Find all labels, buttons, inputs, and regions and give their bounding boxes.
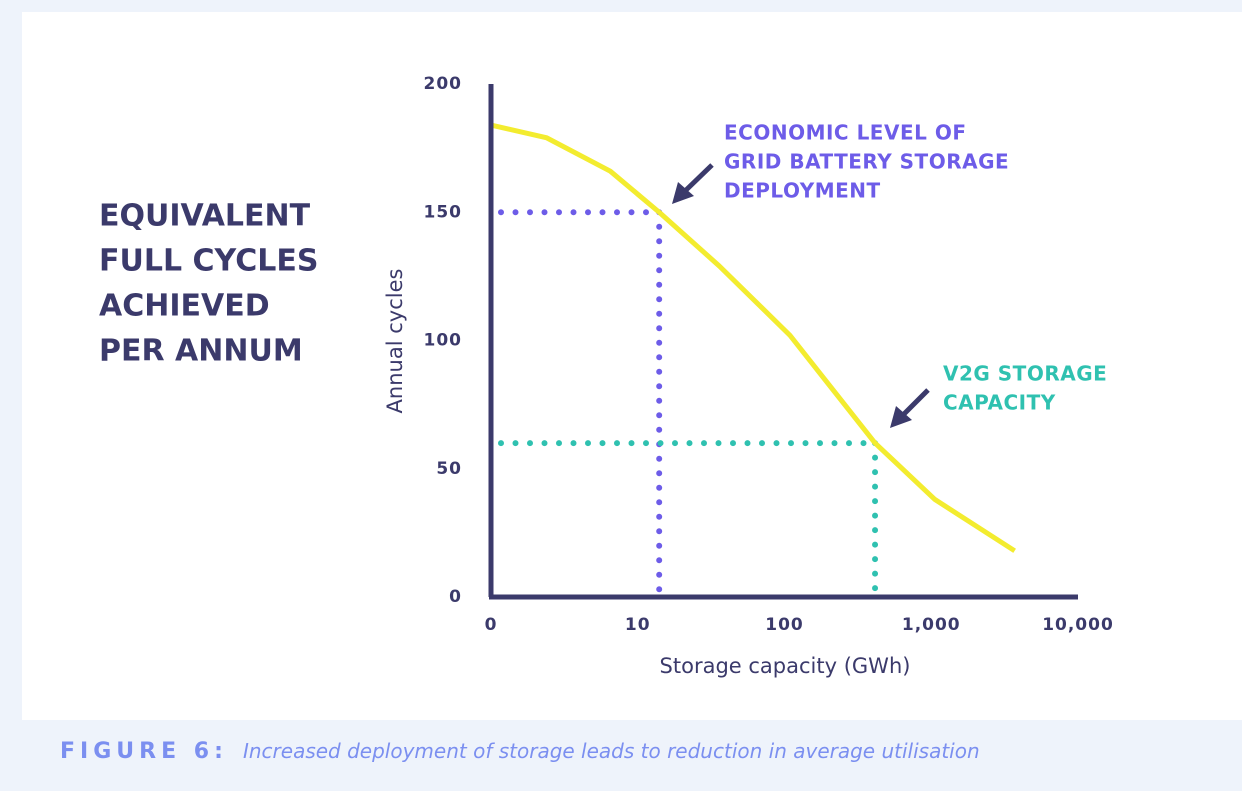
caption-label: FIGURE 6: [60, 739, 228, 764]
y-tick-label: 200 [424, 74, 463, 94]
chart-title: FULL CYCLES [99, 244, 318, 279]
x-tick-label: 1,000 [902, 615, 961, 635]
chart-title: ACHIEVED [99, 289, 270, 324]
annotation: GRID BATTERY STORAGE [724, 150, 1009, 174]
y-tick-label: 100 [424, 331, 463, 351]
annotation: CAPACITY [943, 391, 1056, 415]
arrows [672, 163, 930, 428]
chart-title: EQUIVALENT [99, 199, 311, 234]
caption-text: Increased deployment of storage leads to… [243, 739, 980, 763]
annotation: ECONOMIC LEVEL OF [724, 121, 966, 145]
panel [22, 12, 1242, 720]
x-tick-label: 0 [485, 615, 498, 635]
y-tick-label: 0 [449, 587, 462, 607]
y-tick-label: 50 [436, 459, 462, 479]
caption: FIGURE 6: Increased deployment of storag… [60, 739, 980, 765]
x-tick-label: 10 [625, 615, 651, 635]
x-axis-label: Storage capacity (GWh) [660, 654, 911, 678]
annotation: V2G STORAGE [943, 362, 1107, 386]
x-tick-label: 100 [765, 615, 804, 635]
chart-title: PER ANNUM [99, 334, 303, 369]
data-line [490, 122, 1016, 553]
y-axis-label: Annual cycles [383, 269, 407, 414]
y-tick-label: 150 [424, 202, 463, 222]
x-tick-label: 10,000 [1042, 615, 1114, 635]
annotation: DEPLOYMENT [724, 179, 881, 203]
